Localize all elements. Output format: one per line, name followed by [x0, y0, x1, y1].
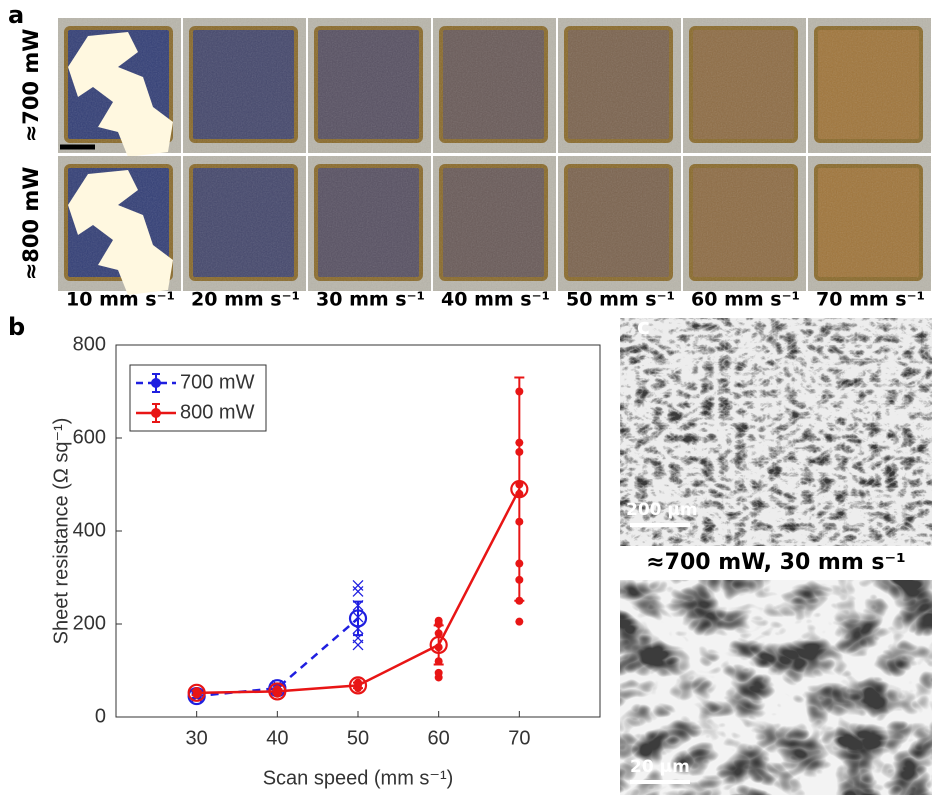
column-label: 40 mm s⁻¹: [441, 289, 550, 311]
photo-grain: [683, 156, 806, 291]
x-tick-label: 30: [186, 727, 208, 749]
photo-grain: [308, 18, 431, 153]
caption: ≈700 mW, 30 mm s⁻¹: [646, 550, 906, 575]
column-label: 70 mm s⁻¹: [816, 289, 925, 311]
error-bar: [353, 602, 363, 635]
photo-grain: [558, 156, 681, 291]
photo-grain: [808, 156, 931, 291]
y-tick-label: 200: [73, 612, 106, 634]
panel-label: a: [8, 1, 24, 29]
legend-label: 800 mW: [180, 401, 255, 423]
y-tick-label: 0: [95, 705, 106, 727]
photo-grain: [433, 156, 556, 291]
photo-grain: [183, 18, 306, 153]
y-tick-label: 400: [73, 519, 106, 541]
x-tick-label: 60: [428, 727, 450, 749]
y-tick-label: 800: [73, 333, 106, 355]
sample-point: [353, 580, 363, 590]
legend-label: 700 mW: [180, 371, 255, 393]
x-tick-label: 70: [508, 727, 530, 749]
photo-grain: [433, 18, 556, 153]
x-tick-label: 40: [266, 727, 288, 749]
x-axis-label: Scan speed (mm s⁻¹): [263, 767, 454, 789]
sample-point: [435, 617, 443, 625]
scale-label: 200 µm: [626, 500, 698, 520]
sample-point: [515, 618, 523, 626]
column-label: 50 mm s⁻¹: [566, 289, 675, 311]
page: a b ≈700 mW ≈800 mW 10 mm s⁻¹ 20 mm s⁻¹ 30 m…: [0, 0, 932, 800]
sample-point: [435, 669, 443, 677]
column-label: 20 mm s⁻¹: [191, 289, 300, 311]
photo-grain: [308, 156, 431, 291]
y-tick-label: 600: [73, 426, 106, 448]
column-label: 60 mm s⁻¹: [691, 289, 800, 311]
legend-marker: [151, 408, 161, 418]
figure: a b ≈700 mW ≈800 mW 10 mm s⁻¹ 20 mm s⁻¹ 30 m…: [0, 0, 932, 795]
photo-grain: [558, 18, 681, 153]
row-label: ≈700 mW: [19, 29, 43, 143]
error-bar: [434, 625, 444, 664]
panel-label: b: [8, 313, 25, 341]
column-label: 30 mm s⁻¹: [316, 289, 425, 311]
chart: 0 200 400 600 800 30 40 50 60 70 Scan speed (mm s⁻…: [50, 333, 600, 789]
panel-label: c: [637, 315, 650, 340]
sem-images: c 200 µm ≈700 mW, 30 mm s⁻¹ 20 µm: [620, 315, 932, 795]
legend-marker: [151, 378, 161, 388]
error-bar: [514, 378, 524, 601]
photo-grain: [808, 18, 931, 153]
sample-point: [353, 586, 363, 596]
row-label: ≈800 mW: [19, 167, 43, 281]
column-label: 10 mm s⁻¹: [66, 289, 175, 311]
photo-grain: [183, 156, 306, 291]
x-tick-label: 50: [347, 727, 369, 749]
scale-label: 20 µm: [630, 757, 690, 777]
photo-grid: ≈700 mW ≈800 mW 10 mm s⁻¹ 20 mm s⁻¹ 30 mm s⁻…: [19, 18, 931, 311]
y-axis-label: Sheet resistance (Ω sq⁻¹): [50, 418, 72, 645]
photo-grain: [683, 18, 806, 153]
